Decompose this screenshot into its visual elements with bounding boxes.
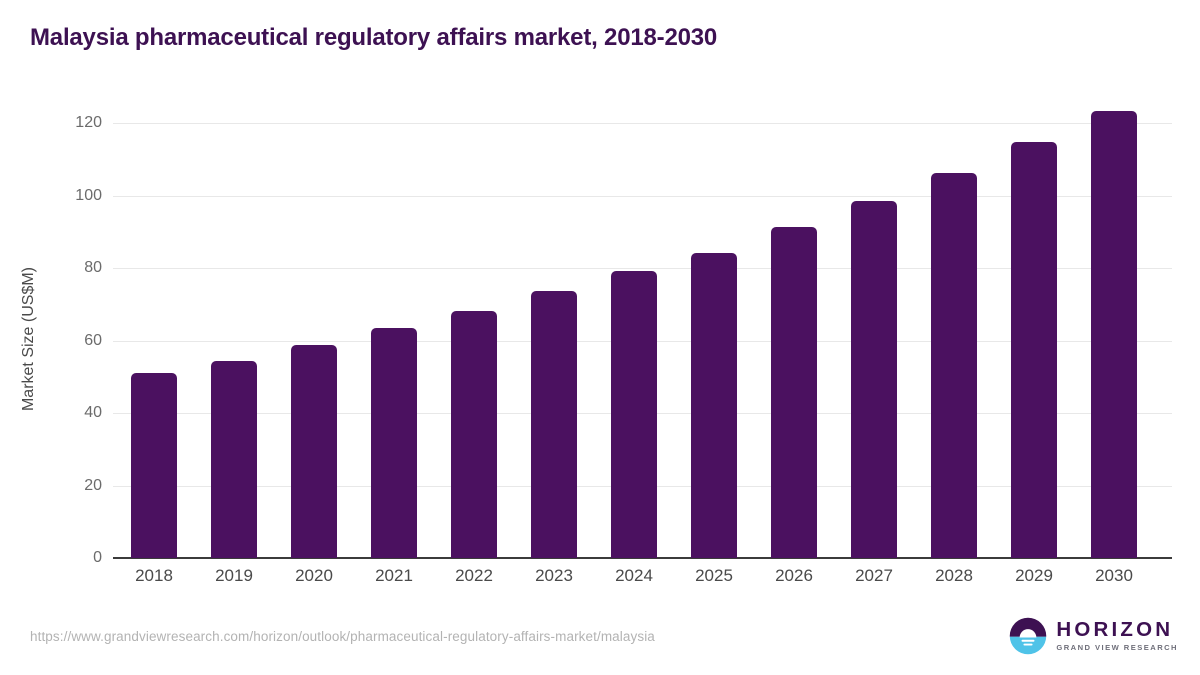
logo-wordmark: HORIZON (1056, 618, 1174, 642)
bar[interactable] (691, 252, 737, 558)
y-axis-tick-label: 60 (84, 331, 102, 349)
logo-tagline: GRAND VIEW RESEARCH (1056, 642, 1178, 652)
source-url[interactable]: https://www.grandviewresearch.com/horizo… (30, 629, 655, 644)
x-axis-line (113, 557, 1172, 559)
y-axis-title: Market Size (US$M) (20, 266, 37, 412)
gridline (113, 195, 1172, 197)
y-axis-tick-label: 120 (75, 114, 102, 131)
bar[interactable] (1011, 141, 1057, 558)
bar[interactable] (611, 270, 657, 558)
x-axis-tick-label: 2022 (455, 566, 493, 585)
y-axis-tick-label: 40 (84, 404, 102, 421)
bar[interactable] (851, 201, 897, 558)
bar[interactable] (531, 291, 577, 558)
bar[interactable] (211, 360, 257, 558)
x-axis-tick-label: 2018 (135, 566, 173, 585)
bar[interactable] (771, 226, 817, 558)
logo-text: HORIZON GRAND VIEW RESEARCH (1056, 620, 1178, 651)
bar[interactable] (451, 310, 497, 558)
page-title: Malaysia pharmaceutical regulatory affai… (30, 24, 718, 51)
bar[interactable] (291, 345, 337, 558)
bar[interactable] (371, 328, 417, 558)
y-axis-tick-label: 100 (75, 186, 102, 204)
x-axis-tick-label: 2029 (1015, 566, 1053, 585)
x-axis-tick-label: 2028 (935, 566, 973, 585)
x-axis-tick-label: 2019 (215, 566, 253, 585)
gridline (113, 123, 1172, 124)
gridline (113, 268, 1172, 269)
x-axis-tick-label: 2023 (535, 566, 573, 585)
bar[interactable] (931, 173, 977, 558)
x-axis-tick-label: 2021 (375, 566, 413, 585)
x-axis-tick-label: 2024 (615, 566, 653, 585)
x-axis-tick-label: 2020 (295, 566, 333, 585)
bar[interactable] (1091, 110, 1137, 558)
brand-logo[interactable]: HORIZON GRAND VIEW RESEARCH (1009, 617, 1178, 655)
x-axis-tick-label: 2030 (1095, 566, 1133, 585)
x-axis-tick-label: 2026 (775, 566, 813, 585)
y-axis-tick-label: 80 (84, 259, 102, 276)
bar[interactable] (131, 372, 177, 558)
x-axis-tick-label: 2025 (695, 566, 733, 585)
y-axis-tick-label: 0 (93, 549, 102, 566)
x-axis-tick-label: 2027 (855, 566, 893, 585)
horizon-sun-over-water-icon (1010, 617, 1047, 655)
y-axis-tick-label: 20 (84, 476, 102, 494)
